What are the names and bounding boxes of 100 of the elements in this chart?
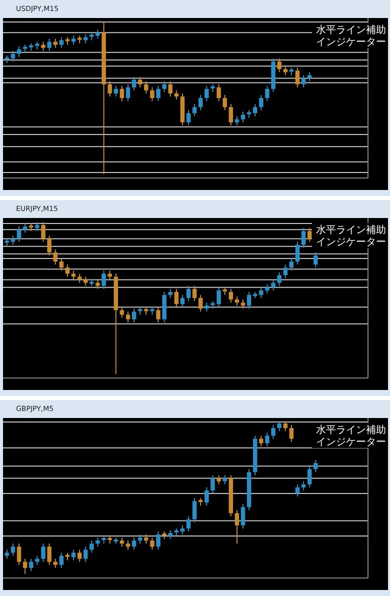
candlestick bbox=[41, 222, 46, 242]
candlestick bbox=[10, 50, 16, 62]
candlestick bbox=[22, 558, 28, 574]
candlestick bbox=[271, 424, 276, 440]
candlestick bbox=[295, 484, 300, 497]
candlestick bbox=[150, 537, 154, 550]
candlestick bbox=[283, 264, 288, 279]
candlestick bbox=[156, 306, 160, 323]
candlestick bbox=[252, 104, 258, 117]
candlestick bbox=[84, 546, 88, 562]
candlestick bbox=[246, 291, 252, 310]
candlestick bbox=[10, 235, 16, 246]
candlestick bbox=[71, 35, 76, 46]
candlestick bbox=[4, 549, 10, 560]
candlestick bbox=[10, 543, 16, 556]
candlestick bbox=[126, 84, 130, 102]
candlestick bbox=[216, 84, 221, 102]
candlestick bbox=[156, 530, 160, 550]
candlestick bbox=[277, 422, 282, 432]
candlestick bbox=[192, 285, 197, 302]
candlestick bbox=[240, 111, 246, 123]
candlestick bbox=[16, 46, 22, 58]
candlestick bbox=[283, 422, 288, 432]
candlestick bbox=[168, 80, 172, 97]
candlestick bbox=[228, 104, 234, 126]
candlestick bbox=[35, 555, 40, 566]
candlestick bbox=[289, 258, 294, 272]
annotation: 水平ライン補助インジケーター bbox=[316, 224, 386, 248]
candlestick bbox=[120, 537, 124, 548]
candlestick bbox=[222, 474, 227, 485]
annotation: 水平ライン補助インジケーター bbox=[316, 24, 386, 48]
candlestick bbox=[71, 549, 76, 561]
candlestick bbox=[307, 72, 312, 82]
candlestick bbox=[174, 288, 179, 308]
candlestick bbox=[29, 558, 34, 572]
candlestick bbox=[102, 270, 106, 290]
candlestick bbox=[96, 537, 100, 548]
candlestick bbox=[265, 284, 270, 294]
candlestick bbox=[222, 94, 227, 111]
candlestick bbox=[126, 540, 130, 550]
candlestick bbox=[228, 288, 234, 304]
candlestick bbox=[47, 543, 52, 566]
candlestick bbox=[162, 80, 166, 92]
candlestick bbox=[90, 540, 94, 554]
candlestick bbox=[198, 94, 203, 111]
candlestick bbox=[307, 466, 312, 488]
candlestick bbox=[53, 248, 58, 266]
candlestick bbox=[180, 524, 185, 535]
candlestick bbox=[132, 76, 136, 91]
candlestick bbox=[234, 116, 240, 126]
candlestick bbox=[240, 504, 246, 529]
candlestick bbox=[271, 279, 276, 291]
candlestick bbox=[265, 85, 270, 102]
candlestick bbox=[16, 543, 22, 566]
candlestick bbox=[277, 272, 282, 286]
candlestick bbox=[150, 86, 154, 102]
candlestick bbox=[204, 302, 209, 312]
candlestick bbox=[144, 80, 148, 94]
candlestick bbox=[132, 537, 136, 550]
candlestick bbox=[259, 286, 264, 298]
candlestick bbox=[59, 36, 64, 48]
candlestick bbox=[35, 222, 40, 232]
candlestick bbox=[144, 534, 148, 544]
candlestick bbox=[77, 549, 82, 562]
candlestick bbox=[210, 474, 215, 494]
candlestick bbox=[77, 273, 82, 284]
candlestick bbox=[283, 66, 288, 76]
candlestick bbox=[295, 241, 300, 266]
candlestick bbox=[156, 85, 160, 102]
candlestick bbox=[59, 258, 64, 272]
candlestick bbox=[192, 498, 197, 523]
candlestick bbox=[126, 311, 130, 323]
candlestick bbox=[180, 294, 185, 308]
candlestick bbox=[314, 252, 318, 268]
candlestick bbox=[186, 285, 191, 302]
candlestick bbox=[277, 58, 282, 73]
candlestick bbox=[314, 460, 318, 473]
candlestick bbox=[96, 279, 100, 290]
candlestick bbox=[108, 80, 112, 97]
candlestick bbox=[204, 486, 209, 506]
candlestick bbox=[307, 228, 312, 242]
candlestick bbox=[168, 529, 172, 540]
candlestick bbox=[84, 276, 88, 286]
candlestick bbox=[41, 41, 46, 52]
candlestick bbox=[301, 228, 306, 248]
candlestick bbox=[301, 480, 306, 491]
annotation: 水平ライン補助インジケーター bbox=[316, 424, 386, 448]
candlestick bbox=[234, 510, 240, 544]
candlestick bbox=[16, 226, 22, 242]
candlestick bbox=[289, 424, 294, 442]
candlestick bbox=[240, 299, 246, 310]
candlestick bbox=[114, 85, 118, 97]
candlestick bbox=[84, 34, 88, 44]
candlestick bbox=[198, 294, 203, 312]
candlestick bbox=[295, 67, 300, 88]
candlestick bbox=[53, 38, 58, 48]
candlestick bbox=[22, 223, 28, 234]
candlestick bbox=[59, 552, 64, 568]
candlestick bbox=[204, 85, 209, 102]
candlestick bbox=[259, 94, 264, 111]
